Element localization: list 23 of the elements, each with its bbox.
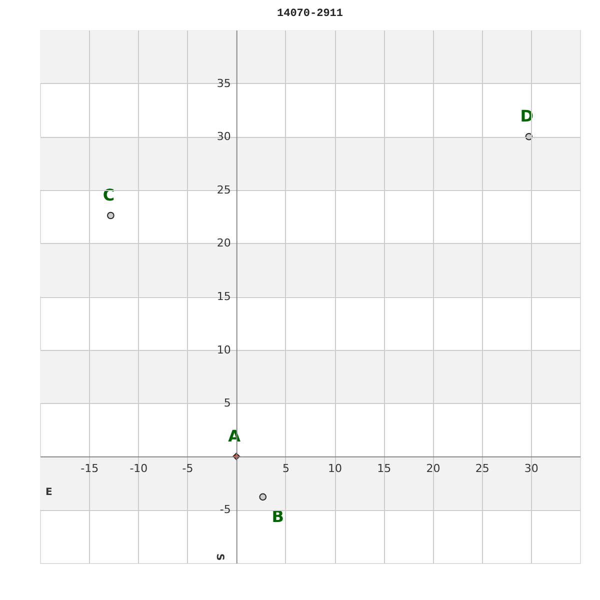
x-tick-label: -5 [182,462,194,475]
chart-title: 14070-2911 [276,8,344,20]
y-tick-label: 25 [216,183,231,196]
y-tick-label: 10 [216,343,231,356]
x-tick-label: -10 [130,462,148,475]
y-tick-label: -5 [220,503,231,516]
y-tick-label: 30 [216,130,231,144]
y-tick-label: 5 [224,396,231,410]
x-tick-label: -15 [80,462,99,475]
annotation: B [272,506,284,526]
x-tick-label: 15 [377,462,392,475]
x-tick-label: 10 [328,462,342,475]
y-tick-label: 35 [216,76,231,90]
x-tick-label: 5 [282,462,290,475]
y-tick-label: 20 [216,236,231,250]
y-tick-label: 15 [216,290,231,303]
x-tick-label: 20 [426,462,440,475]
point [107,212,114,220]
point [259,493,267,501]
x-tick-label: 30 [524,462,538,475]
x-tick-label: 25 [475,462,490,475]
x-axis-title: E [46,486,52,498]
y-axis-title: S [214,554,225,561]
